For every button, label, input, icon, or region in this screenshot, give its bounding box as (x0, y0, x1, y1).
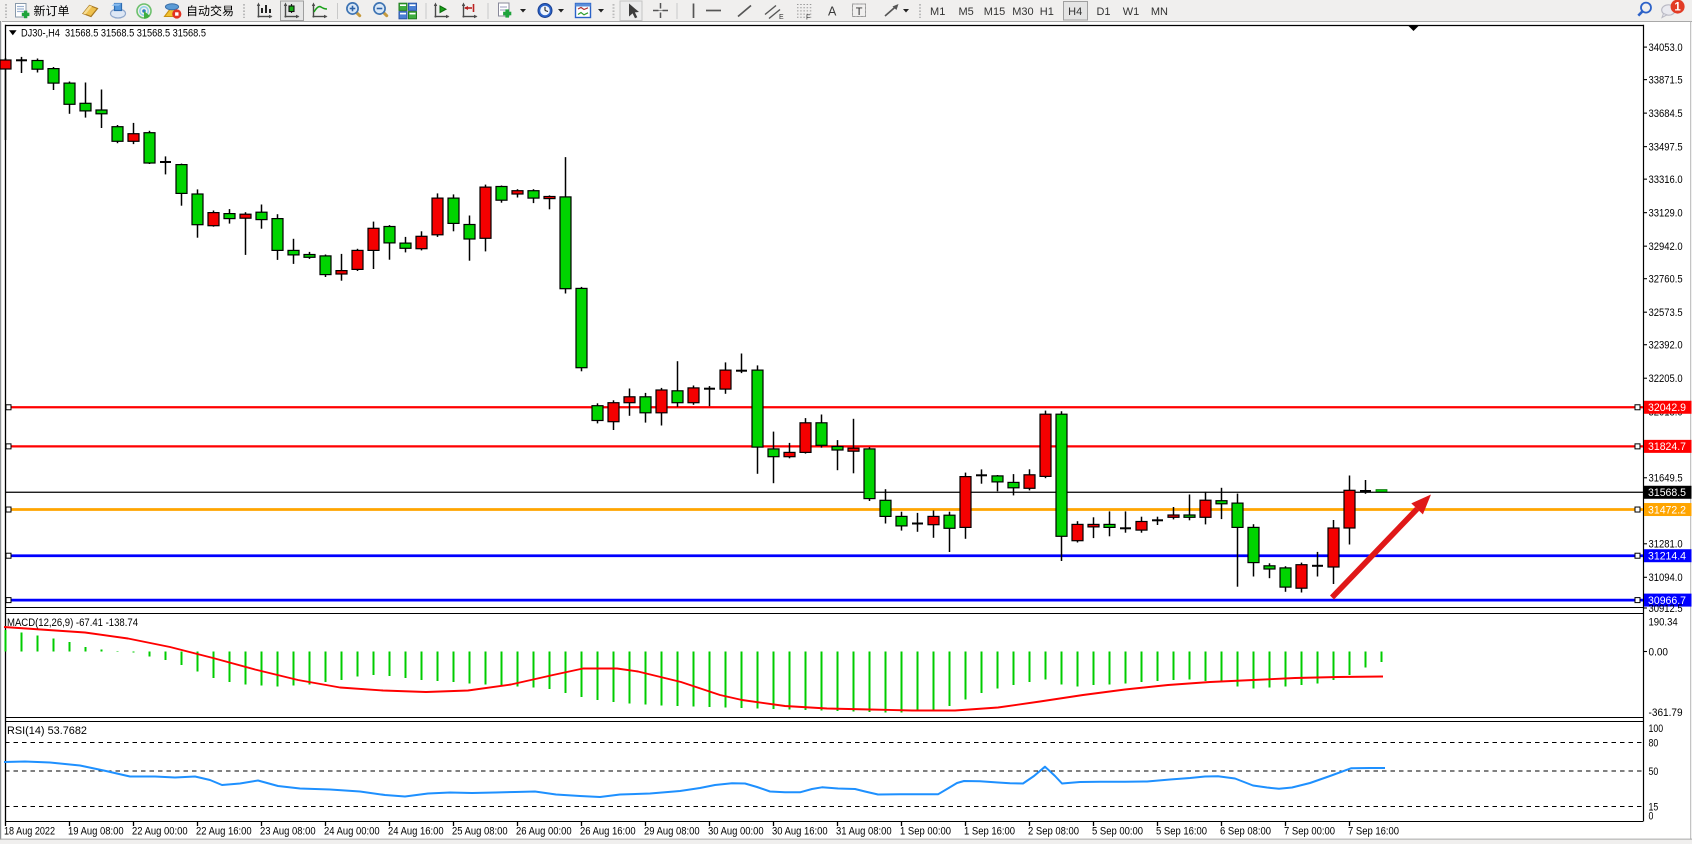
svg-text:19 Aug 08:00: 19 Aug 08:00 (68, 826, 124, 838)
svg-text:32573.5: 32573.5 (1649, 307, 1683, 319)
svg-text:E: E (779, 14, 784, 21)
svg-text:22 Aug 00:00: 22 Aug 00:00 (132, 826, 188, 838)
svg-text:32392.0: 32392.0 (1649, 340, 1683, 352)
svg-text:26 Aug 16:00: 26 Aug 16:00 (580, 826, 636, 838)
svg-text:H1: H1 (1040, 6, 1054, 18)
svg-text:-361.79: -361.79 (1649, 707, 1683, 719)
svg-text:32760.5: 32760.5 (1649, 273, 1683, 285)
svg-text:33871.5: 33871.5 (1649, 74, 1683, 86)
svg-text:MN: MN (1151, 6, 1168, 18)
svg-text:30 Aug 00:00: 30 Aug 00:00 (708, 826, 764, 838)
svg-text:30966.7: 30966.7 (1648, 595, 1686, 607)
svg-text:M15: M15 (984, 6, 1005, 18)
svg-text:23 Aug 08:00: 23 Aug 08:00 (260, 826, 316, 838)
svg-text:30 Aug 16:00: 30 Aug 16:00 (772, 826, 828, 838)
svg-text:7 Sep 16:00: 7 Sep 16:00 (1348, 826, 1399, 838)
svg-text:31824.7: 31824.7 (1648, 441, 1686, 453)
svg-text:24 Aug 00:00: 24 Aug 00:00 (324, 826, 380, 838)
svg-text:1 Sep 00:00: 1 Sep 00:00 (900, 826, 951, 838)
svg-text:30912.5: 30912.5 (1649, 603, 1683, 615)
svg-text:M1: M1 (930, 6, 945, 18)
svg-text:31568.5: 31568.5 (1648, 487, 1686, 499)
svg-text:1: 1 (1674, 2, 1681, 14)
svg-text:33684.5: 33684.5 (1649, 108, 1683, 120)
svg-text:F: F (806, 15, 810, 22)
svg-text:31281.0: 31281.0 (1649, 539, 1683, 551)
svg-text:25 Aug 08:00: 25 Aug 08:00 (452, 826, 508, 838)
svg-text:M30: M30 (1012, 6, 1033, 18)
svg-text:H4: H4 (1068, 6, 1082, 18)
svg-text:190.34: 190.34 (1649, 616, 1678, 628)
svg-text:32205.0: 32205.0 (1649, 373, 1683, 385)
svg-text:7 Sep 00:00: 7 Sep 00:00 (1284, 826, 1335, 838)
svg-text:RSI(14) 53.7682: RSI(14) 53.7682 (7, 725, 87, 737)
svg-text:29 Aug 08:00: 29 Aug 08:00 (644, 826, 700, 838)
svg-text:6 Sep 08:00: 6 Sep 08:00 (1220, 826, 1271, 838)
svg-text:33316.0: 33316.0 (1649, 174, 1683, 186)
svg-text:5 Sep 16:00: 5 Sep 16:00 (1156, 826, 1207, 838)
svg-text:A: A (828, 5, 837, 19)
svg-text:2 Sep 08:00: 2 Sep 08:00 (1028, 826, 1079, 838)
svg-text:32942.0: 32942.0 (1649, 241, 1683, 253)
svg-text:M5: M5 (958, 6, 973, 18)
svg-text:D1: D1 (1096, 6, 1110, 18)
svg-text:34053.0: 34053.0 (1649, 42, 1683, 54)
svg-text:31214.4: 31214.4 (1648, 551, 1686, 563)
svg-text:31 Aug 08:00: 31 Aug 08:00 (836, 826, 892, 838)
svg-text:50: 50 (1649, 766, 1659, 778)
svg-text:0.00: 0.00 (1649, 646, 1669, 658)
svg-text:31094.0: 31094.0 (1649, 572, 1683, 584)
svg-text:100: 100 (1649, 723, 1664, 735)
svg-text:31649.5: 31649.5 (1649, 473, 1683, 485)
svg-text:DJ30-,H4 31568.5 31568.5 3156: DJ30-,H4 31568.5 31568.5 31568.5 31568.5 (21, 27, 206, 39)
svg-text:0: 0 (1649, 810, 1654, 822)
svg-text:15: 15 (1649, 801, 1659, 813)
svg-text:24 Aug 16:00: 24 Aug 16:00 (388, 826, 444, 838)
svg-text:33497.5: 33497.5 (1649, 141, 1683, 153)
svg-text:T: T (856, 6, 863, 18)
svg-text:26 Aug 00:00: 26 Aug 00:00 (516, 826, 572, 838)
svg-text:80: 80 (1649, 737, 1659, 749)
svg-text:5 Sep 00:00: 5 Sep 00:00 (1092, 826, 1143, 838)
svg-text:22 Aug 16:00: 22 Aug 16:00 (196, 826, 252, 838)
svg-text:MACD(12,26,9) -67.41 -138.74: MACD(12,26,9) -67.41 -138.74 (7, 617, 138, 629)
svg-text:32042.9: 32042.9 (1648, 402, 1686, 414)
svg-text:31472.2: 31472.2 (1648, 504, 1686, 516)
svg-text:33129.0: 33129.0 (1649, 207, 1683, 219)
svg-text:1 Sep 16:00: 1 Sep 16:00 (964, 826, 1015, 838)
svg-text:W1: W1 (1123, 6, 1140, 18)
svg-text:18 Aug 2022: 18 Aug 2022 (4, 826, 55, 838)
